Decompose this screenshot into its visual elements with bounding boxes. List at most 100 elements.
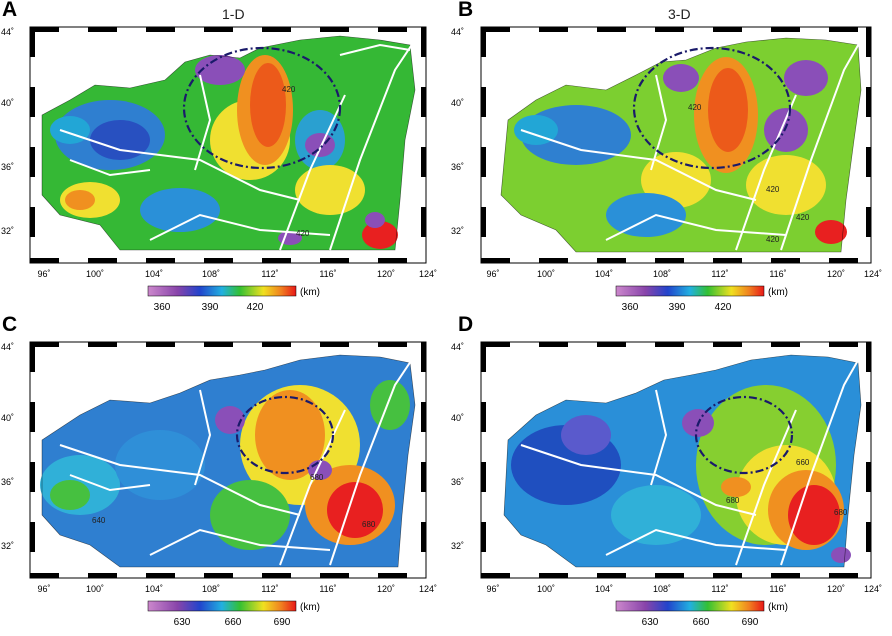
lat-label: 32˚ xyxy=(451,541,464,551)
lon-label: 108˚ xyxy=(202,584,220,594)
panel-letter: A xyxy=(2,0,18,21)
lat-label: 40˚ xyxy=(1,413,14,423)
colorbar xyxy=(615,285,765,297)
lat-label: 40˚ xyxy=(1,98,14,108)
panel-c: C xyxy=(0,313,446,630)
lon-label: 120˚ xyxy=(827,584,845,594)
colorbar-tick: 390 xyxy=(669,302,686,313)
colorbar-tick: 690 xyxy=(742,617,759,628)
lat-label: 36˚ xyxy=(1,162,14,172)
colorbar-tick: 390 xyxy=(202,302,219,313)
map-d: 680 680 660 44˚ 40˚ 36˚ 32˚ 96˚ 100˚ 104… xyxy=(451,341,882,628)
colorbar-tick: 420 xyxy=(715,302,732,313)
panel-letter: C xyxy=(2,313,18,336)
lat-label: 36˚ xyxy=(451,162,464,172)
colorbar xyxy=(615,600,765,612)
contour-label: 680 xyxy=(726,496,740,505)
colorbar-tick: 690 xyxy=(274,617,291,628)
contour-label: 680 xyxy=(362,520,376,529)
lat-label: 44˚ xyxy=(1,27,14,37)
panel-d: D xyxy=(446,313,892,630)
colorbar-tick: 420 xyxy=(247,302,264,313)
lon-label: 124˚ xyxy=(864,584,882,594)
region-ellipse xyxy=(182,46,342,170)
lon-label: 112˚ xyxy=(711,269,728,279)
colorbar xyxy=(147,600,297,612)
frame-ticks xyxy=(481,27,871,263)
lat-label: 36˚ xyxy=(1,477,14,487)
lon-label: 96˚ xyxy=(37,269,50,279)
colorbar-tick: 630 xyxy=(174,617,191,628)
lat-label: 32˚ xyxy=(1,541,14,551)
fault-lines xyxy=(520,354,862,566)
contour-label: 420 xyxy=(688,103,702,112)
lat-label: 44˚ xyxy=(451,342,464,352)
lat-tick-labels: 44˚ 40˚ 36˚ 32˚ xyxy=(451,342,464,551)
colorbar-unit: (km) xyxy=(300,602,320,613)
frame-ticks xyxy=(30,27,426,263)
contour-label: 660 xyxy=(796,458,810,467)
map-a: 420 420 44˚ 40˚ 36˚ 32˚ 96˚ 100˚ 104˚ 10… xyxy=(1,26,437,313)
colorbar-ticks: 630 660 690 xyxy=(642,617,759,628)
frame-ticks xyxy=(30,342,426,578)
lat-label: 44˚ xyxy=(451,27,464,37)
lon-label: 124˚ xyxy=(864,269,882,279)
lat-label: 36˚ xyxy=(451,477,464,487)
lon-label: 116˚ xyxy=(769,269,786,279)
lat-label: 40˚ xyxy=(451,98,464,108)
colorbar-tick: 660 xyxy=(693,617,710,628)
lon-label: 104˚ xyxy=(595,269,613,279)
lon-label: 112˚ xyxy=(261,584,278,594)
contour-label: 420 xyxy=(766,235,780,244)
map-b: 420 420 420 420 44˚ 40˚ 36˚ 32˚ 96˚ 100˚… xyxy=(451,26,882,313)
panel-letter: D xyxy=(458,313,474,336)
contour-label: 420 xyxy=(296,229,310,238)
region-ellipse xyxy=(694,395,794,475)
lon-label: 120˚ xyxy=(827,269,845,279)
lon-tick-labels: 96˚ 100˚ 104˚ 108˚ 112˚ 116˚ 120˚ 124˚ xyxy=(37,269,437,279)
fault-lines xyxy=(59,39,416,251)
colorbar-ticks: 360 390 420 xyxy=(622,302,732,313)
panel-title: 3-D xyxy=(668,6,691,22)
colorbar-tick: 360 xyxy=(622,302,639,313)
colorbar-tick: 660 xyxy=(225,617,242,628)
colorbar-tick: 630 xyxy=(642,617,659,628)
lat-label: 40˚ xyxy=(451,413,464,423)
contour-label: 420 xyxy=(766,185,780,194)
colorbar-unit: (km) xyxy=(768,602,788,613)
lat-tick-labels: 44˚ 40˚ 36˚ 32˚ xyxy=(1,27,14,236)
lon-label: 108˚ xyxy=(653,269,671,279)
lon-label: 96˚ xyxy=(486,269,499,279)
panel-a: A 1-D xyxy=(0,0,446,315)
lon-label: 104˚ xyxy=(145,269,163,279)
lon-label: 124˚ xyxy=(419,584,437,594)
lon-label: 116˚ xyxy=(319,269,336,279)
frame-ticks xyxy=(481,342,871,578)
lon-label: 100˚ xyxy=(537,584,555,594)
colorbar-unit: (km) xyxy=(768,287,788,298)
lon-label: 120˚ xyxy=(377,584,395,594)
lon-label: 120˚ xyxy=(377,269,395,279)
lon-label: 96˚ xyxy=(37,584,50,594)
lon-tick-labels: 96˚ 100˚ 104˚ 108˚ 112˚ 116˚ 120˚ 124˚ xyxy=(486,269,882,279)
lon-label: 100˚ xyxy=(86,269,104,279)
map-c: 680 680 640 44˚ 40˚ 36˚ 32˚ 96˚ 100˚ 104… xyxy=(1,341,437,628)
lon-label: 96˚ xyxy=(486,584,499,594)
contour-label: 680 xyxy=(310,473,324,482)
colorbar-unit: (km) xyxy=(300,287,320,298)
contour-label: 420 xyxy=(282,85,296,94)
lon-label: 112˚ xyxy=(711,584,728,594)
lon-tick-labels: 96˚ 100˚ 104˚ 108˚ 112˚ 116˚ 120˚ 124˚ xyxy=(37,584,437,594)
lon-label: 116˚ xyxy=(319,584,336,594)
lat-label: 32˚ xyxy=(1,226,14,236)
lon-label: 116˚ xyxy=(769,584,786,594)
lon-tick-labels: 96˚ 100˚ 104˚ 108˚ 112˚ 116˚ 120˚ 124˚ xyxy=(486,584,882,594)
depth-field xyxy=(41,35,416,251)
colorbar-tick: 360 xyxy=(154,302,171,313)
contour-label: 640 xyxy=(92,516,106,525)
lon-label: 124˚ xyxy=(419,269,437,279)
lat-tick-labels: 44˚ 40˚ 36˚ 32˚ xyxy=(1,342,14,551)
depth-field xyxy=(503,354,862,568)
lon-label: 100˚ xyxy=(86,584,104,594)
fault-lines xyxy=(520,39,862,251)
